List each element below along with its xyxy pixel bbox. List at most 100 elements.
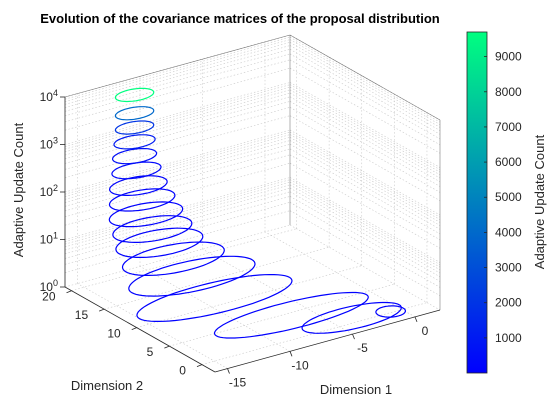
z-gridline [289,187,441,274]
ellipse-series [108,87,406,339]
z-gridline [289,67,441,154]
x-tick-label: -5 [357,341,368,355]
covariance-ellipse [375,305,406,318]
x-tick-mark [289,351,293,357]
covariance-ellipse [213,291,369,339]
y-gridline [71,228,297,291]
z-gridline [64,210,291,273]
z-gridline [289,86,441,173]
grid-layer [64,34,441,369]
z-gridline [289,191,441,278]
colorbar-ticks: 1000 2000 3000 4000 5000 6000 7000 8000 9000 [484,50,522,345]
z-gridline [289,144,441,230]
z-gridline [64,89,291,153]
y-tick-label: 10 [107,327,121,341]
z-gridline [64,177,291,240]
z-gridline [64,67,291,131]
z-gridline [64,49,291,112]
z-gridline [289,137,441,223]
z-gridline [64,36,291,100]
x-tick-mark [352,333,355,340]
z-gridline [289,140,441,226]
y-gridline [104,246,330,310]
covariance-ellipse [112,215,193,243]
covariance-ellipse [128,255,256,297]
z-gridline [64,181,291,245]
colorbar-tick-label: 2000 [495,296,522,310]
y-gridline [169,283,395,347]
chart-title: Evolution of the covariance matrices of … [40,11,440,26]
x-gridline [264,231,416,318]
y-tick-mark [196,364,203,367]
x-tick-label: 0 [422,324,429,338]
z-gridline [289,92,441,179]
covariance-ellipse [121,241,225,276]
colorbar-tick-label: 1000 [495,331,522,345]
y-tick-mark [66,290,72,294]
colorbar-tick-label: 4000 [495,225,522,239]
y-axis-label: Dimension 2 [71,378,143,393]
z-gridline [64,45,291,108]
colorbar-tick-label: 9000 [495,50,522,64]
z-gridline [289,154,441,241]
covariance-ellipse [114,120,155,135]
y-tick-label: 15 [75,308,89,322]
z-tick-label: 101 [40,231,58,247]
z-gridline [64,101,291,164]
covariance-ellipse [108,201,184,228]
z-tick-label: 103 [40,136,58,152]
z-gridline [64,162,291,226]
y-tick-label: 20 [42,290,56,304]
z-gridline [289,107,441,193]
axes-box [60,34,441,374]
z-gridline [289,89,441,176]
z-gridline [289,53,441,140]
y-tick-mark [98,308,105,312]
covariance-ellipse [108,175,168,196]
z-gridline [64,82,291,145]
y-tick-label: 5 [147,345,154,359]
covariance-ellipse [111,148,158,165]
z-gridline [64,84,291,147]
x-gridline [139,266,291,352]
z-gridline [289,210,441,296]
colorbar-tick-label: 8000 [495,85,522,99]
z-gridline [289,36,441,123]
x-tick-mark [227,368,230,374]
z-gridline [64,42,291,105]
box-edge [64,34,291,98]
z-gridline [289,134,441,220]
colorbar-scale [466,31,488,374]
z-gridline [64,59,291,123]
covariance-ellipse [113,134,156,150]
z-gridline [289,84,441,170]
colorbar: 1000 2000 3000 4000 5000 6000 7000 8000 9000 Ada… [466,31,547,374]
y-tick-label: 0 [179,364,186,378]
covariance-ellipse [114,87,155,103]
colorbar-tick-label: 7000 [495,120,522,134]
z-gridline [289,49,441,135]
z-gridline [289,148,441,235]
z-gridline [64,86,291,150]
x-axis-label: Dimension 1 [320,382,392,397]
z-gridline [64,96,291,160]
z-gridline [289,45,441,131]
z-gridline [289,162,441,249]
covariance-ellipse [136,274,293,322]
z-axis-label: Adaptive Update Count [11,122,26,257]
z-gridline [64,115,291,178]
colorbar-tick-label: 3000 [495,261,522,275]
x-tick-label: -10 [291,358,309,372]
x-axis-line [214,309,441,373]
z-gridline [64,154,291,218]
colorbar-label: Adaptive Update Count [532,134,547,269]
z-gridline [64,92,291,156]
covariance-ellipse [114,106,155,121]
z-tick-label: 102 [40,183,58,199]
y-tick-mark [164,345,170,349]
z-gridline [64,144,291,207]
z-gridline [289,42,441,128]
z-gridline [289,179,441,265]
